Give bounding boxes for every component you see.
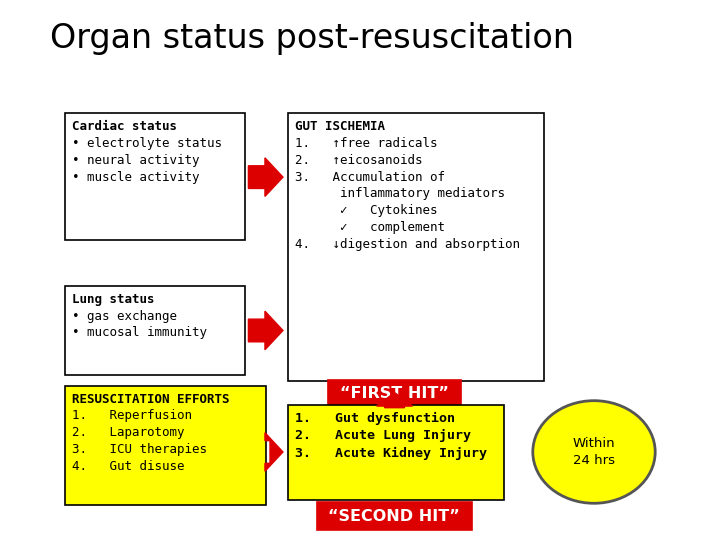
FancyBboxPatch shape [65, 286, 245, 375]
Text: 3.   Accumulation of: 3. Accumulation of [295, 171, 445, 184]
FancyBboxPatch shape [288, 405, 504, 500]
Text: 1.   ↑free radicals: 1. ↑free radicals [295, 137, 438, 150]
Text: 1.   Reperfusion: 1. Reperfusion [72, 409, 192, 422]
Text: 2.   Acute Lung Injury: 2. Acute Lung Injury [295, 429, 471, 442]
FancyBboxPatch shape [65, 386, 266, 505]
Text: 4.   ↓digestion and absorption: 4. ↓digestion and absorption [295, 238, 521, 251]
Ellipse shape [533, 401, 655, 503]
Text: Cardiac status: Cardiac status [72, 120, 177, 133]
FancyBboxPatch shape [317, 502, 472, 530]
FancyBboxPatch shape [288, 113, 544, 381]
Text: 1.   Gut dysfunction: 1. Gut dysfunction [295, 411, 455, 424]
Text: Within
24 hrs: Within 24 hrs [572, 437, 616, 467]
Text: “SECOND HIT”: “SECOND HIT” [328, 509, 460, 524]
Text: • mucosal immunity: • mucosal immunity [72, 326, 207, 340]
Text: “FIRST HIT”: “FIRST HIT” [340, 386, 449, 401]
Text: • electrolyte status: • electrolyte status [72, 137, 222, 150]
Text: • gas exchange: • gas exchange [72, 309, 177, 322]
FancyArrow shape [377, 393, 413, 408]
Text: 2.   Laparotomy: 2. Laparotomy [72, 427, 184, 440]
FancyBboxPatch shape [328, 380, 461, 408]
Text: • neural activity: • neural activity [72, 153, 199, 167]
Text: • muscle activity: • muscle activity [72, 171, 199, 184]
Text: Lung status: Lung status [72, 293, 155, 306]
FancyBboxPatch shape [65, 113, 245, 240]
Text: GUT ISCHEMIA: GUT ISCHEMIA [295, 120, 385, 133]
Text: inflammatory mediators: inflammatory mediators [295, 187, 505, 200]
FancyArrow shape [248, 311, 283, 350]
Text: ✓   Cytokines: ✓ Cytokines [295, 204, 438, 217]
Text: 4.   Gut disuse: 4. Gut disuse [72, 460, 184, 473]
Text: ✓   complement: ✓ complement [295, 221, 445, 234]
Text: 3.   ICU therapies: 3. ICU therapies [72, 443, 207, 456]
Text: 3.   Acute Kidney Injury: 3. Acute Kidney Injury [295, 447, 487, 460]
FancyArrow shape [265, 433, 283, 471]
FancyArrow shape [248, 158, 283, 197]
Text: RESUSCITATION EFFORTS: RESUSCITATION EFFORTS [72, 393, 230, 406]
Text: 2.   ↑eicosanoids: 2. ↑eicosanoids [295, 153, 423, 167]
Text: Organ status post-resuscitation: Organ status post-resuscitation [50, 22, 575, 55]
